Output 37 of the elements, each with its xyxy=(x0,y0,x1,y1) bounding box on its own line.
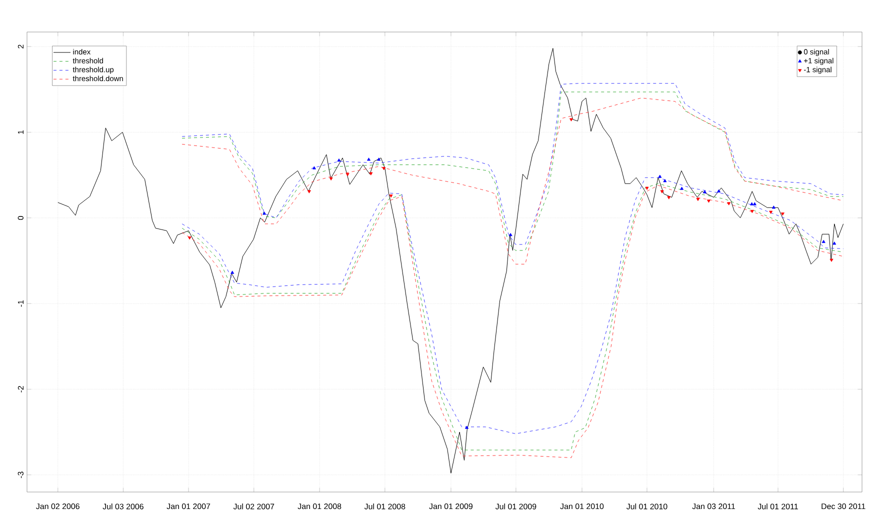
point xyxy=(377,158,381,161)
point xyxy=(389,194,393,198)
point xyxy=(312,166,316,170)
point xyxy=(703,190,707,194)
point xyxy=(645,186,649,190)
point xyxy=(337,158,341,162)
point xyxy=(667,196,671,200)
point xyxy=(696,198,700,202)
point xyxy=(663,179,667,182)
point xyxy=(830,258,834,262)
point xyxy=(307,190,311,194)
point xyxy=(750,210,754,214)
point xyxy=(346,173,350,176)
point xyxy=(658,174,662,178)
point xyxy=(752,202,756,206)
point xyxy=(188,236,192,240)
point xyxy=(772,206,776,209)
point xyxy=(329,177,333,180)
point xyxy=(660,190,664,194)
point xyxy=(369,172,373,176)
point xyxy=(569,118,573,122)
point xyxy=(706,200,710,203)
point xyxy=(680,186,684,190)
line-series xyxy=(58,48,844,474)
point xyxy=(230,270,234,274)
point xyxy=(465,426,469,429)
point xyxy=(717,189,721,192)
point xyxy=(832,242,836,245)
point xyxy=(822,240,826,243)
point xyxy=(508,233,512,236)
point xyxy=(750,202,754,206)
point xyxy=(367,158,371,161)
point xyxy=(382,167,386,170)
point xyxy=(780,212,784,216)
point xyxy=(769,210,773,214)
point xyxy=(262,212,266,215)
point xyxy=(727,202,731,206)
